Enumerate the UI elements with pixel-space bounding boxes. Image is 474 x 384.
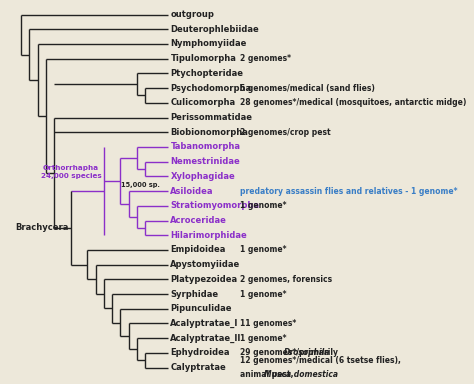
Text: 12 genomes*/medical (6 tsetse flies),: 12 genomes*/medical (6 tsetse flies), <box>240 356 401 365</box>
Text: Deuterophlebiidae: Deuterophlebiidae <box>171 25 259 34</box>
Text: Empidoidea: Empidoidea <box>171 245 226 255</box>
Text: Ephydroidea: Ephydroidea <box>171 348 230 358</box>
Text: Psychodomorpha: Psychodomorpha <box>171 84 252 93</box>
Text: Biobionomorpha: Biobionomorpha <box>171 128 248 137</box>
Text: Acalyptratae_I: Acalyptratae_I <box>171 319 239 328</box>
Text: Ptychopteridae: Ptychopteridae <box>171 69 244 78</box>
Text: Apystomyiidae: Apystomyiidae <box>171 260 241 269</box>
Text: Stratiomyomorpha: Stratiomyomorpha <box>171 201 259 210</box>
Text: 2 genomes, forensics: 2 genomes, forensics <box>240 275 332 284</box>
Text: Brachycera: Brachycera <box>15 223 68 232</box>
Text: Asiloidea: Asiloidea <box>171 187 214 195</box>
Text: 1 genome*: 1 genome* <box>240 201 286 210</box>
Text: Hilarimorphidae: Hilarimorphidae <box>171 231 247 240</box>
Text: Orthorrhapha
24,000 species: Orthorrhapha 24,000 species <box>41 165 101 179</box>
Text: 1 genome*: 1 genome* <box>240 290 286 298</box>
Text: Platypezoidea: Platypezoidea <box>171 275 237 284</box>
Text: 5 genomes/medical (sand flies): 5 genomes/medical (sand flies) <box>240 84 374 93</box>
Text: Nemestrinidae: Nemestrinidae <box>171 157 240 166</box>
Text: Syrphidae: Syrphidae <box>171 290 219 298</box>
Text: 15,000 sp.: 15,000 sp. <box>121 182 160 189</box>
Text: Nymphomyiidae: Nymphomyiidae <box>171 40 247 48</box>
Text: 29 genomes*/primarily: 29 genomes*/primarily <box>240 348 340 358</box>
Text: Tipulomorpha: Tipulomorpha <box>171 54 237 63</box>
Text: outgroup: outgroup <box>171 10 214 19</box>
Text: Tabanomorpha: Tabanomorpha <box>171 142 240 151</box>
Text: animal pest,: animal pest, <box>240 370 296 379</box>
Text: Musca domestica: Musca domestica <box>264 370 338 379</box>
Text: 28 genomes*/medical (mosquitoes, antarctic midge): 28 genomes*/medical (mosquitoes, antarct… <box>240 98 466 107</box>
Text: 2 genomes/crop pest: 2 genomes/crop pest <box>240 128 330 137</box>
Text: Drosophila: Drosophila <box>284 348 330 358</box>
Text: Acalyptratae_II: Acalyptratae_II <box>171 334 242 343</box>
Text: 1 genome*: 1 genome* <box>240 334 286 343</box>
Text: Pipunculidae: Pipunculidae <box>171 304 232 313</box>
Text: 1 genome*: 1 genome* <box>240 245 286 255</box>
Text: Xylophagidae: Xylophagidae <box>171 172 235 181</box>
Text: predatory assassin flies and relatives - 1 genome*: predatory assassin flies and relatives -… <box>240 187 457 195</box>
Text: Perissommatidae: Perissommatidae <box>171 113 253 122</box>
Text: 11 genomes*: 11 genomes* <box>240 319 296 328</box>
Text: Acroceridae: Acroceridae <box>171 216 228 225</box>
Text: Culicomorpha: Culicomorpha <box>171 98 236 107</box>
Text: 2 genomes*: 2 genomes* <box>240 54 291 63</box>
Text: Calyptratae: Calyptratae <box>171 363 226 372</box>
